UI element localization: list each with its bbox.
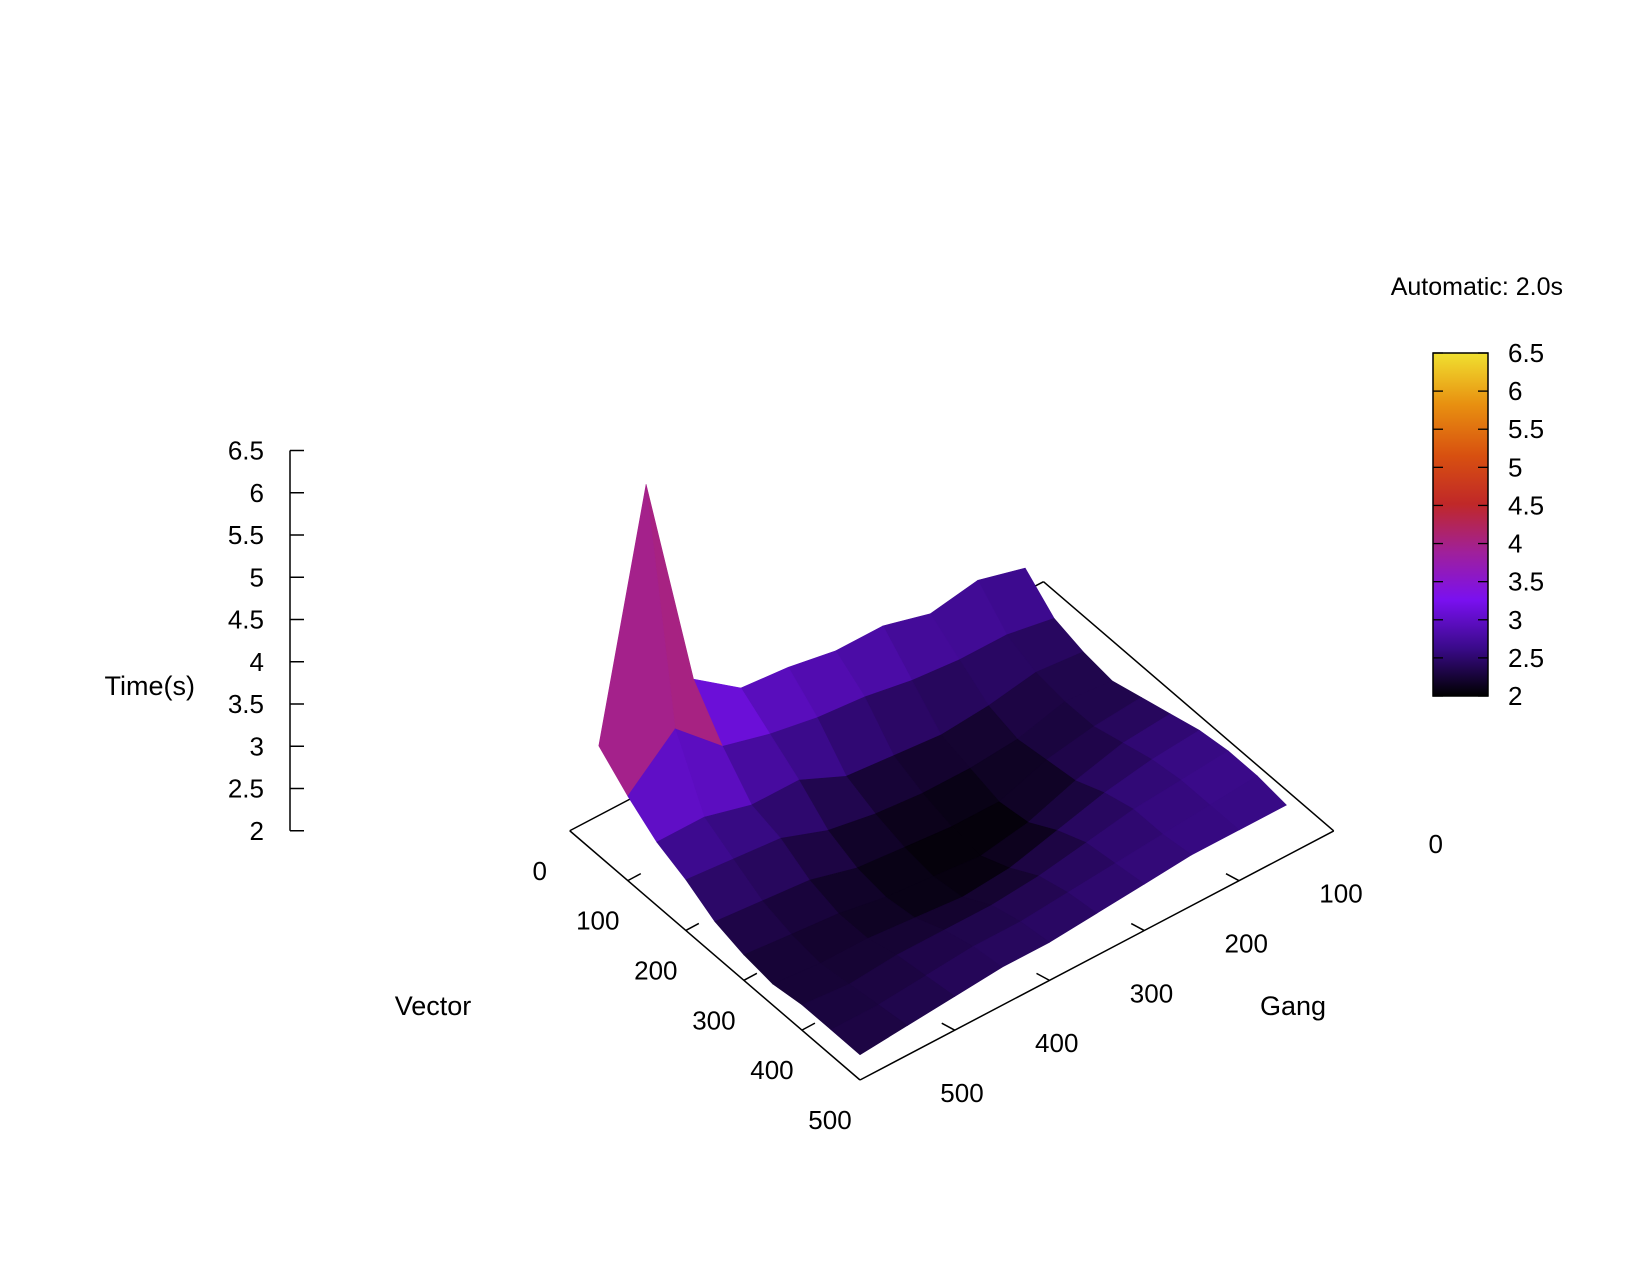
colorbar-tick-label: 5 (1508, 452, 1522, 482)
y-tick-label: 300 (1130, 978, 1173, 1008)
x-tick-label: 200 (634, 955, 677, 985)
x-tick-label: 400 (750, 1055, 793, 1085)
base-back-edge (1043, 581, 1335, 832)
base-front-edge (569, 830, 861, 1081)
colorbar-tick-label: 5.5 (1508, 414, 1544, 444)
z-tick-label: 2 (250, 816, 264, 846)
y-tick-label: 500 (940, 1078, 983, 1108)
z-tick-label: 6.5 (228, 436, 264, 466)
surface-mesh (598, 484, 1287, 1056)
colorbar-gradient (1432, 352, 1489, 697)
z-tick-label: 5 (250, 562, 264, 592)
colorbar: 2 2.5 3 3.5 4 4.5 5 5.5 6 6.5 (1432, 338, 1544, 711)
base-front-edge (859, 830, 1335, 1081)
z-tick-label: 4 (250, 647, 264, 677)
y-tick-label: 200 (1225, 929, 1268, 959)
colorbar-tick-label: 6 (1508, 376, 1522, 406)
z-tick-label: 3 (250, 731, 264, 761)
z-tick-label: 4.5 (228, 605, 264, 635)
y-tick-label: 400 (1035, 1028, 1078, 1058)
colorbar-tick-label: 3.5 (1508, 567, 1544, 597)
x-tick (685, 922, 700, 932)
colorbar-tick-label: 6.5 (1508, 338, 1544, 368)
z-axis-label: Time(s) (105, 671, 195, 701)
x-tick-label: 500 (808, 1105, 851, 1135)
colorbar-tick-label: 3 (1508, 605, 1522, 635)
surface-cell (830, 1004, 908, 1056)
y-tick-label: 0 (1429, 829, 1443, 859)
z-tick-label: 6 (250, 478, 264, 508)
z-tick-label: 5.5 (228, 520, 264, 550)
x-tick (743, 972, 758, 981)
x-tick (627, 872, 642, 882)
automatic-annotation: Automatic: 2.0s (1391, 273, 1563, 301)
colorbar-tick-label: 2.5 (1508, 643, 1544, 673)
y-tick (1130, 922, 1145, 932)
colorbar-tick-label: 2 (1508, 681, 1522, 711)
colorbar-tick-label: 4.5 (1508, 490, 1544, 520)
y-tick (941, 1022, 956, 1031)
axes: 2 2.5 3 3.5 4 4.5 5 5.5 6 6.5 0 100 200 300 400 500 0 100… (228, 436, 1443, 1136)
x-tick-label: 100 (576, 906, 619, 936)
x-axis-label: Vector (395, 991, 472, 1021)
y-tick-label: 100 (1319, 879, 1362, 909)
y-tick (1036, 972, 1050, 982)
colorbar-tick-label: 4 (1508, 529, 1522, 559)
x-tick-label: 0 (533, 856, 547, 886)
x-tick-label: 300 (692, 1005, 735, 1035)
z-tick-label: 3.5 (228, 689, 264, 719)
y-axis-label: Gang (1260, 991, 1326, 1021)
y-tick (1225, 873, 1240, 882)
x-tick (801, 1022, 816, 1031)
z-tick-label: 2.5 (228, 774, 264, 804)
